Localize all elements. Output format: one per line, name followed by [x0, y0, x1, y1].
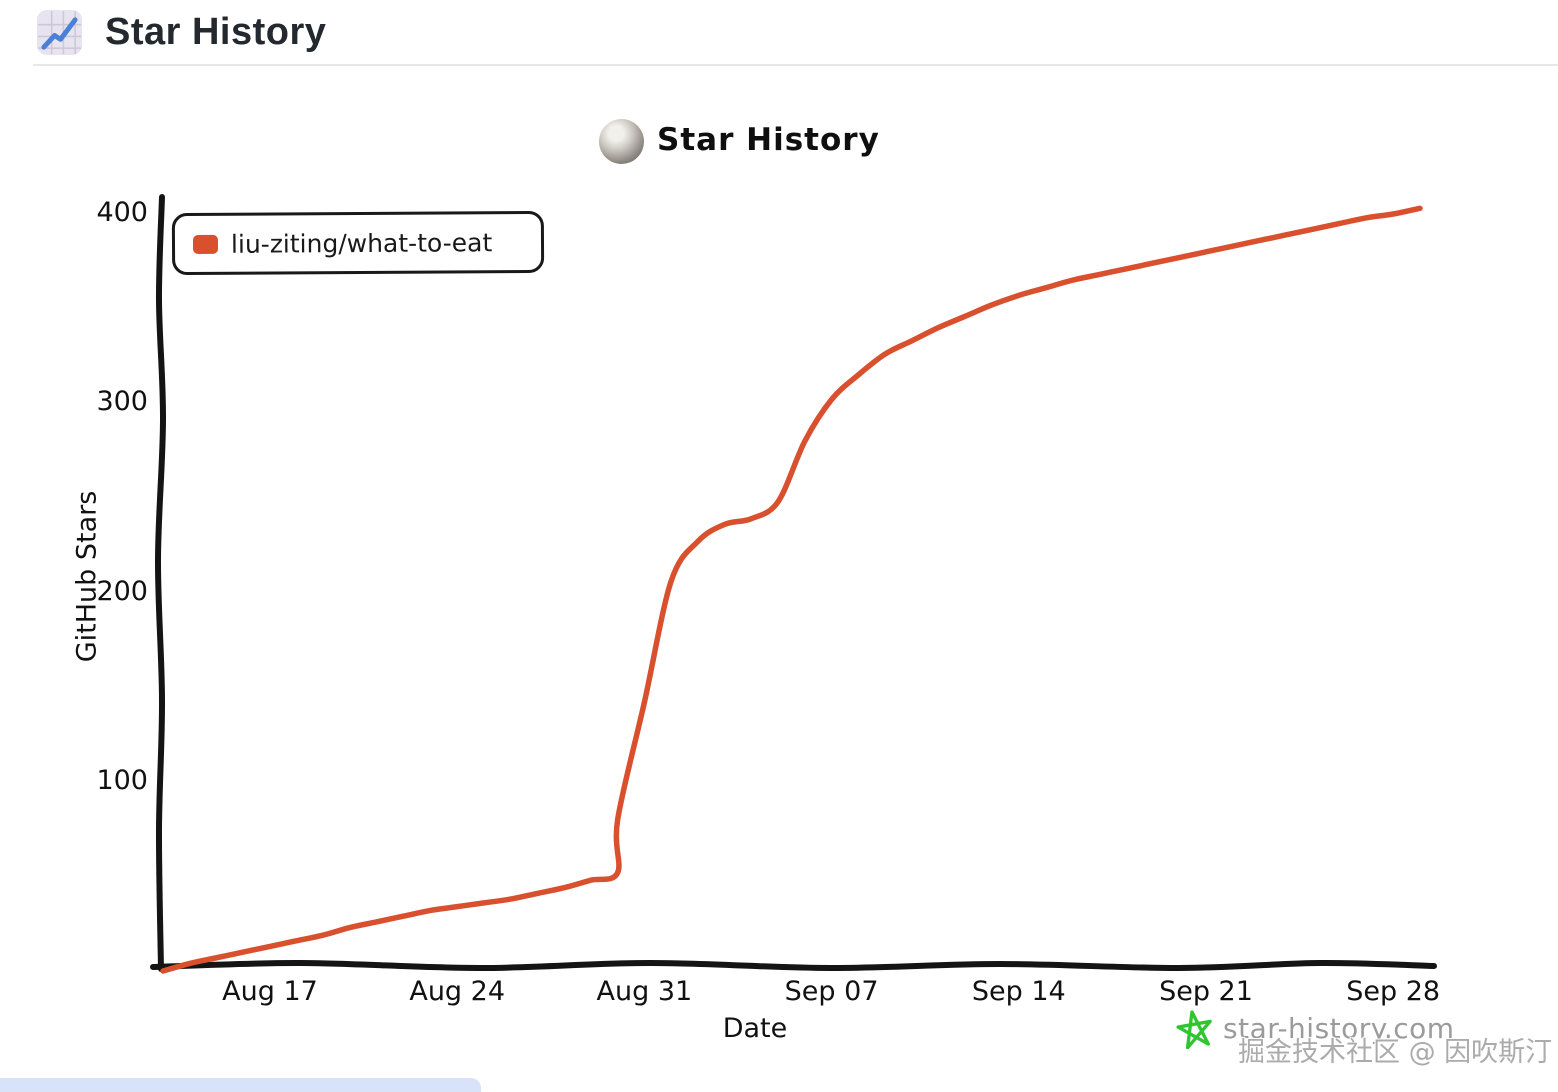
x-tick-label: Sep 28	[1346, 976, 1441, 1007]
legend-marker	[192, 234, 219, 254]
legend-item[interactable]: liu-ziting/what-to-eat	[171, 210, 545, 276]
header-divider	[33, 64, 1558, 66]
y-tick-label: 100	[96, 764, 148, 796]
brand-text: star-history.com	[1223, 1011, 1455, 1045]
x-tick-label: Sep 21	[1159, 976, 1253, 1007]
chart-increasing-icon-svg	[36, 9, 83, 55]
series-line	[160, 205, 1423, 974]
repo-avatar	[599, 119, 644, 164]
star-history-brand: star-history.com	[1175, 1007, 1455, 1049]
y-axis-line	[154, 194, 167, 972]
partial-bottom-link[interactable]	[0, 1078, 481, 1092]
x-axis-line	[150, 959, 1437, 972]
watermark: 掘金技术社区 @ 因吹斯汀	[1238, 1037, 1553, 1068]
x-tick-label: Aug 24	[409, 976, 506, 1007]
page-title[interactable]: Star History	[105, 10, 327, 53]
y-axis-title: GitHub Stars	[71, 490, 103, 663]
x-tick-label: Sep 14	[971, 976, 1066, 1007]
star-icon	[1176, 1010, 1212, 1049]
x-tick-label: Sep 07	[784, 976, 879, 1007]
legend-label: liu-ziting/what-to-eat	[230, 227, 493, 259]
chart-title: Star History	[657, 122, 880, 158]
chart-increasing-icon[interactable]	[36, 9, 83, 56]
x-axis-title: Date	[722, 1013, 788, 1044]
y-tick-label: 300	[96, 386, 148, 418]
x-tick-label: Aug 17	[222, 976, 318, 1007]
y-tick-label: 200	[96, 575, 148, 607]
y-tick-label: 400	[96, 197, 148, 228]
x-tick-label: Aug 31	[596, 976, 693, 1007]
app-header: Star History	[0, 0, 1558, 64]
